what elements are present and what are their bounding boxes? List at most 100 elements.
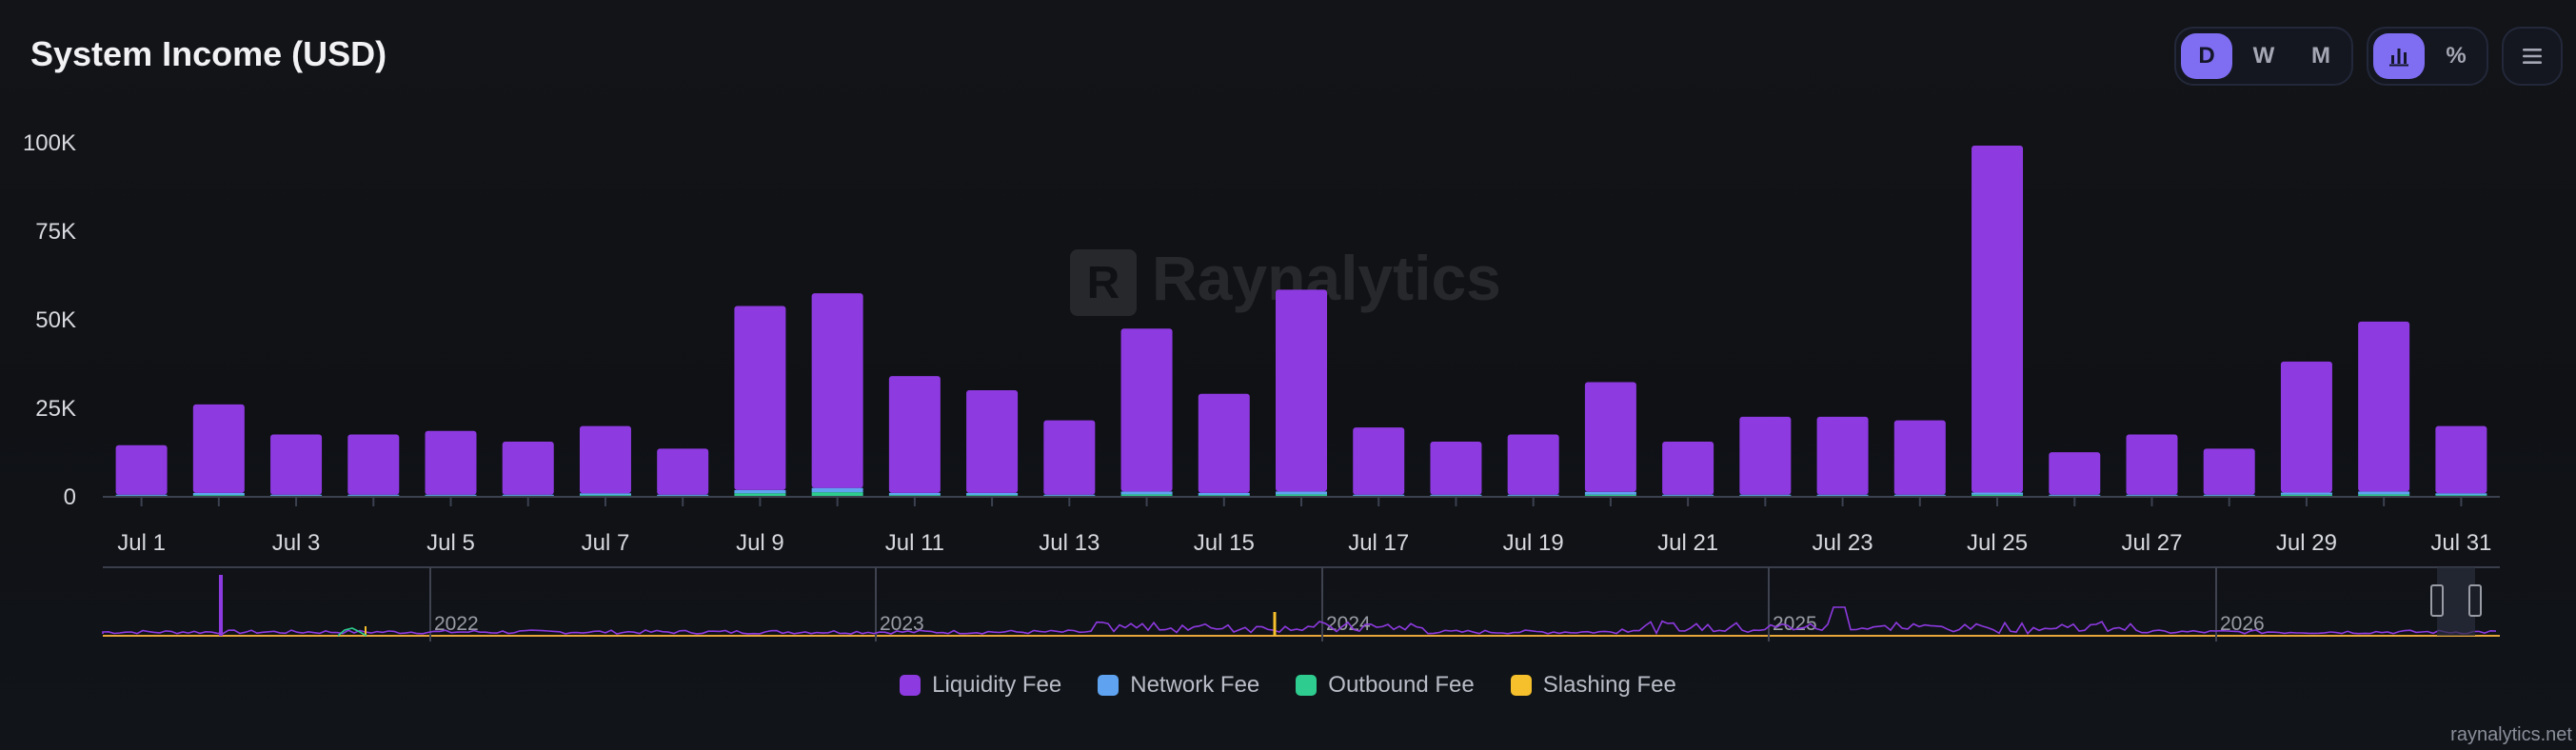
bar-liquidity-fee <box>270 434 323 495</box>
legend: Liquidity Fee Network Fee Outbound Fee S… <box>0 672 2576 699</box>
bar-network-fee <box>1816 494 1869 496</box>
bar-network-fee <box>425 494 477 496</box>
page-title: System Income (USD) <box>30 34 387 73</box>
bar-liquidity-fee <box>1662 441 1714 495</box>
x-tick-label: Jul 1 <box>117 530 166 556</box>
bar-liquidity-fee <box>888 376 941 493</box>
bar-liquidity-fee <box>966 390 1019 493</box>
bar-network-fee <box>579 493 631 496</box>
bar-liquidity-fee <box>1198 393 1250 493</box>
legend-label: Network Fee <box>1130 672 1260 698</box>
legend-item-outbound-fee[interactable]: Outbound Fee <box>1296 672 1475 699</box>
bar-chart-icon <box>2389 49 2408 67</box>
period-day-button[interactable]: D <box>2181 33 2232 79</box>
bar-liquidity-fee <box>811 293 863 488</box>
bar-network-fee <box>1893 494 1946 496</box>
legend-label: Slashing Fee <box>1542 672 1676 698</box>
bar-outbound-fee <box>811 492 863 497</box>
y-tick-label: 100K <box>23 130 76 156</box>
legend-swatch <box>900 675 921 696</box>
bar-liquidity-fee <box>1507 434 1559 495</box>
bar-liquidity-fee <box>2203 448 2255 495</box>
bar-outbound-fee <box>2280 494 2332 497</box>
navigator-handle-right <box>2468 584 2482 617</box>
legend-item-liquidity-fee[interactable]: Liquidity Fee <box>900 672 1061 699</box>
legend-swatch <box>1510 675 1532 696</box>
bar-outbound-fee <box>1120 494 1173 497</box>
navigator-series-line <box>102 606 2497 636</box>
bar-network-fee <box>2435 493 2487 496</box>
x-tick-label: Jul 3 <box>272 530 321 556</box>
bar-network-fee <box>1584 491 1636 495</box>
percent-view-button[interactable]: % <box>2446 43 2467 69</box>
bar-network-fee <box>657 494 709 496</box>
y-tick-label: 0 <box>64 484 76 510</box>
bar-outbound-fee <box>2358 494 2410 497</box>
x-tick-label: Jul 19 <box>1503 530 1564 556</box>
bar-liquidity-fee <box>347 434 400 495</box>
bar-liquidity-fee <box>2049 452 2101 495</box>
bar-network-fee <box>1043 494 1096 496</box>
bar-network-fee <box>1120 491 1173 495</box>
bar-liquidity-fee <box>1430 441 1482 495</box>
bar-outbound-fee <box>734 493 786 497</box>
bar-liquidity-fee <box>192 404 245 493</box>
x-tick-label: Jul 23 <box>1813 530 1873 556</box>
x-tick-label: Jul 27 <box>2121 530 2182 556</box>
period-toggle: D W M <box>2174 27 2353 86</box>
bar-network-fee <box>1430 494 1482 496</box>
legend-label: Liquidity Fee <box>932 672 1062 698</box>
x-tick-label: Jul 15 <box>1194 530 1255 556</box>
legend-item-network-fee[interactable]: Network Fee <box>1098 672 1259 699</box>
navigator-year-label: 2025 <box>1773 613 1817 635</box>
bar-liquidity-fee <box>1353 427 1405 495</box>
y-axis: 0 25K 50K 75K 100K <box>23 130 76 510</box>
bar-liquidity-fee <box>2126 434 2178 495</box>
navigator-series-line <box>337 627 367 637</box>
bar-series <box>115 145 2487 497</box>
bar-network-fee <box>2280 492 2332 495</box>
bar-outbound-fee <box>1276 494 1327 497</box>
hamburger-menu-icon <box>2523 49 2542 64</box>
bar-liquidity-fee <box>579 425 631 494</box>
period-month-button[interactable]: M <box>2311 43 2330 69</box>
navigator-year-label: 2026 <box>2220 613 2265 635</box>
bar-liquidity-fee <box>2280 361 2332 493</box>
bar-network-fee <box>2203 494 2255 496</box>
bar-network-fee <box>115 494 168 496</box>
bar-network-fee <box>888 492 941 496</box>
bar-liquidity-fee <box>1276 289 1327 492</box>
bar-network-fee <box>2358 491 2410 495</box>
bar-liquidity-fee <box>1816 416 1869 495</box>
bar-network-fee <box>1276 491 1327 495</box>
bar-network-fee <box>1739 494 1792 496</box>
bar-liquidity-fee <box>2435 425 2487 494</box>
bar-liquidity-fee <box>1043 420 1096 495</box>
range-navigator[interactable]: 2022 2023 2024 2025 2026 <box>102 566 2500 641</box>
bar-network-fee <box>1662 494 1714 496</box>
navigator-handle-left <box>2430 584 2444 617</box>
bar-network-fee <box>1972 492 2024 495</box>
bar-liquidity-fee <box>2358 321 2410 492</box>
period-week-button[interactable]: W <box>2252 43 2275 69</box>
x-tick-label: Jul 7 <box>582 530 630 556</box>
bar-network-fee <box>270 494 323 496</box>
x-tick-label: Jul 13 <box>1039 530 1100 556</box>
x-tick-label: Jul 9 <box>736 530 784 556</box>
bar-liquidity-fee <box>1972 145 2024 493</box>
bar-liquidity-fee <box>1584 382 1636 492</box>
bar-network-fee <box>2049 494 2101 496</box>
bar-network-fee <box>347 494 400 496</box>
x-tick-label: Jul 21 <box>1657 530 1718 556</box>
legend-item-slashing-fee[interactable]: Slashing Fee <box>1510 672 1676 699</box>
bar-network-fee <box>734 489 786 494</box>
bar-view-button[interactable] <box>2373 33 2425 79</box>
watermark-logo-icon <box>1070 249 1137 316</box>
menu-button[interactable] <box>2502 27 2563 86</box>
bar-network-fee <box>1353 494 1405 496</box>
y-tick-label: 50K <box>35 307 76 333</box>
bar-liquidity-fee <box>502 441 554 495</box>
navigator-year-label: 2023 <box>880 613 924 635</box>
view-toggle: % <box>2367 27 2488 86</box>
